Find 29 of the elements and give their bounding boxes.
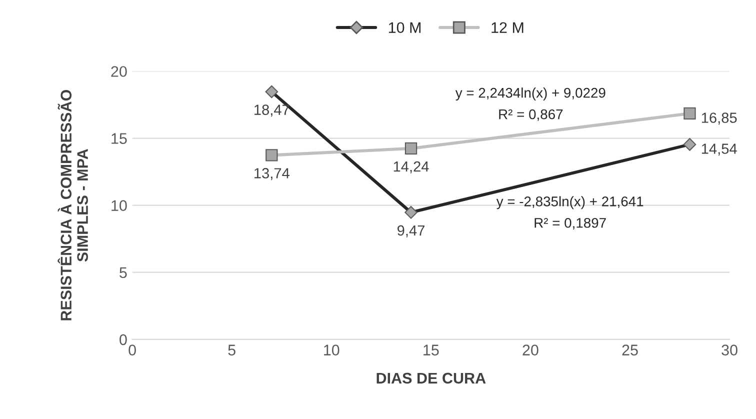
x-tick-label: 10 [324, 344, 340, 356]
point [404, 142, 418, 155]
y-tick-label: 15 [112, 133, 127, 144]
x-tick-label: 30 [722, 344, 738, 356]
y-tick-label: 10 [112, 200, 127, 211]
legend-label: 10 M [388, 22, 420, 34]
y-tick-label: 20 [111, 66, 127, 77]
data-label: 14,24 [394, 161, 429, 174]
data-label: 16,85 [702, 112, 737, 125]
data-label: 13,74 [254, 168, 290, 180]
y-tick-label: 0 [120, 334, 127, 346]
point [266, 149, 278, 162]
x-tick-label: 20 [522, 344, 538, 356]
annotation: y = -2,835ln(x) + 21,641 [496, 196, 644, 210]
data-label: 9,47 [398, 225, 424, 238]
x-tick-label: 5 [228, 344, 236, 356]
y-tick-label: 5 [120, 267, 127, 278]
x-tick-label: 0 [128, 344, 136, 356]
x-tick-label: 15 [424, 344, 439, 356]
annotation: y = 2,2434ln(x) + 9,0229 [455, 88, 606, 100]
x-axis-title: DIAS DE CURA [376, 372, 486, 384]
annotation: R² = 0,1897 [534, 218, 606, 230]
y-axis-title: RESISTÊNCIA À COMPRESSÃO SIMPLES - MPA [58, 90, 88, 320]
annotation: R² = 0,867 [499, 109, 563, 121]
legend-label: 12 M [492, 22, 524, 33]
data-label: 18,47 [254, 104, 290, 117]
point [684, 107, 696, 120]
data-label: 14,54 [702, 144, 737, 156]
x-tick-label: 25 [622, 344, 638, 356]
